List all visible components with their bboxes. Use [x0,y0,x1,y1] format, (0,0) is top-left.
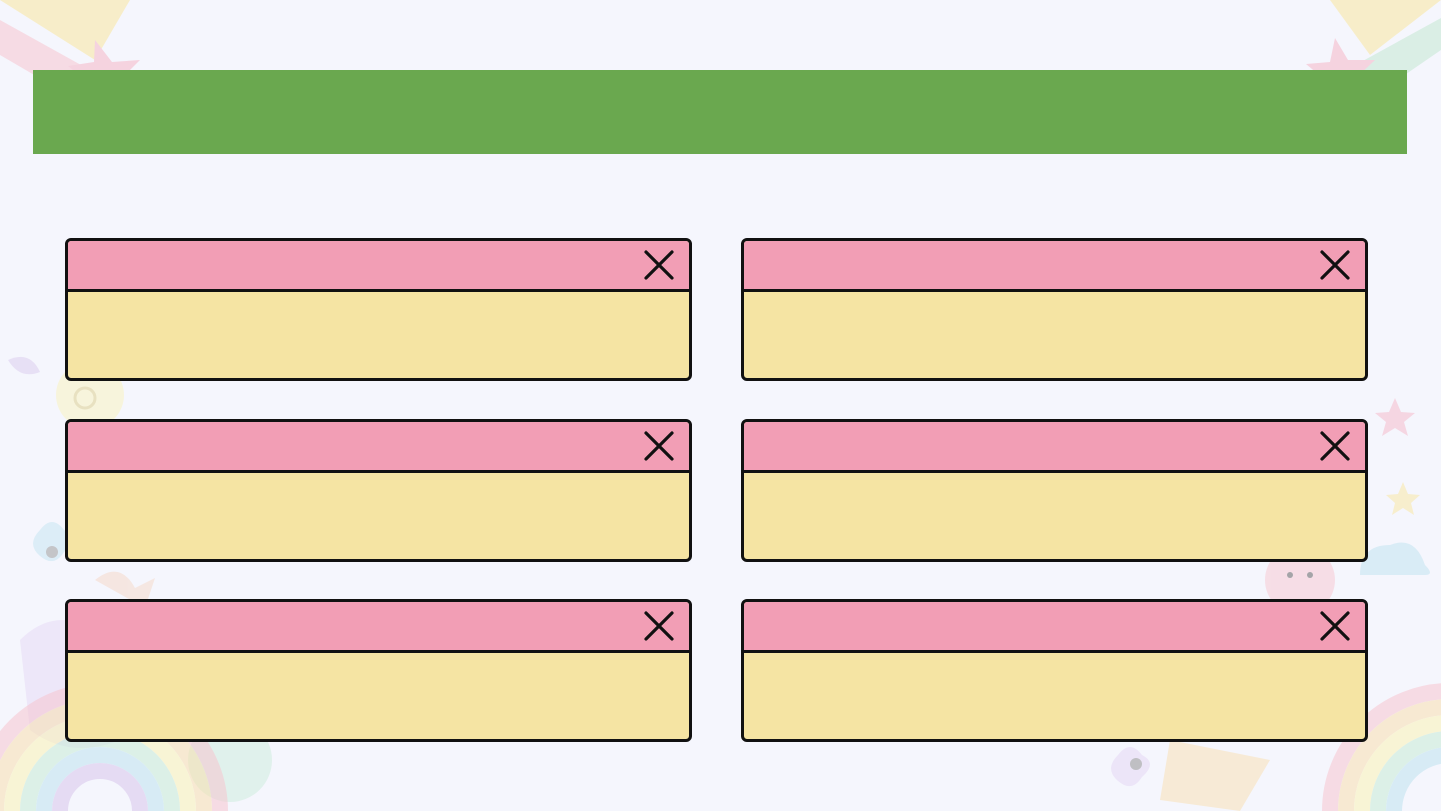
window-body [744,292,1365,378]
window-titlebar [744,241,1365,292]
window-card-1 [65,238,692,381]
window-body [744,653,1365,739]
close-icon[interactable] [1319,430,1351,462]
window-titlebar [68,422,689,473]
close-icon[interactable] [1319,610,1351,642]
window-titlebar [68,241,689,292]
title-banner [33,70,1407,154]
window-titlebar [744,602,1365,653]
window-card-5 [65,599,692,742]
window-card-4 [741,419,1368,562]
close-icon[interactable] [643,430,675,462]
window-card-2 [741,238,1368,381]
window-body [68,653,689,739]
close-icon[interactable] [643,249,675,281]
window-body [744,473,1365,559]
window-card-6 [741,599,1368,742]
close-icon[interactable] [643,610,675,642]
window-titlebar [744,422,1365,473]
window-card-3 [65,419,692,562]
window-body [68,292,689,378]
window-titlebar [68,602,689,653]
window-body [68,473,689,559]
close-icon[interactable] [1319,249,1351,281]
